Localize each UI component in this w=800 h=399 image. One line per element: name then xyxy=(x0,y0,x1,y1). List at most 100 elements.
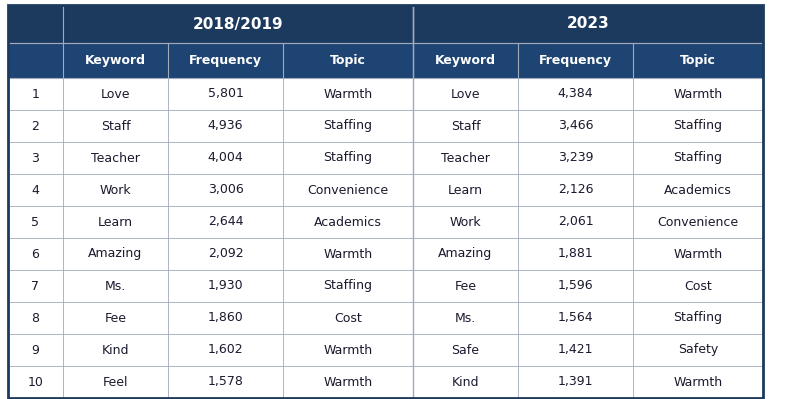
Text: Kind: Kind xyxy=(452,375,479,389)
Bar xyxy=(633,302,763,334)
Text: Staffing: Staffing xyxy=(323,280,373,292)
Text: 1: 1 xyxy=(31,87,39,101)
Bar xyxy=(8,334,63,366)
Bar xyxy=(63,142,168,174)
Bar xyxy=(63,5,413,43)
Bar xyxy=(63,366,168,398)
Text: 2023: 2023 xyxy=(566,16,610,32)
Text: 1,421: 1,421 xyxy=(558,344,594,356)
Bar xyxy=(63,174,168,206)
Bar xyxy=(8,238,63,270)
Text: 5,801: 5,801 xyxy=(207,87,243,101)
Bar xyxy=(413,110,518,142)
Bar xyxy=(63,302,168,334)
Bar xyxy=(413,334,518,366)
Bar xyxy=(633,142,763,174)
Bar xyxy=(283,366,413,398)
Text: Love: Love xyxy=(450,87,480,101)
Text: Warmth: Warmth xyxy=(674,87,722,101)
Text: Ms.: Ms. xyxy=(455,312,476,324)
Bar xyxy=(8,206,63,238)
Text: Safety: Safety xyxy=(678,344,718,356)
Bar xyxy=(518,43,633,78)
Text: 1,860: 1,860 xyxy=(208,312,243,324)
Text: Staff: Staff xyxy=(450,119,480,132)
Text: Warmth: Warmth xyxy=(323,247,373,261)
Bar xyxy=(168,334,283,366)
Bar xyxy=(518,78,633,110)
Text: Staffing: Staffing xyxy=(674,152,722,164)
Bar xyxy=(283,142,413,174)
Bar xyxy=(168,302,283,334)
Text: Teacher: Teacher xyxy=(441,152,490,164)
Bar xyxy=(518,270,633,302)
Bar xyxy=(413,78,518,110)
Bar xyxy=(8,142,63,174)
Text: Academics: Academics xyxy=(314,215,382,229)
Bar xyxy=(633,238,763,270)
Bar xyxy=(518,302,633,334)
Text: 4,384: 4,384 xyxy=(558,87,594,101)
Bar xyxy=(8,5,63,43)
Text: Learn: Learn xyxy=(98,215,133,229)
Text: Warmth: Warmth xyxy=(323,375,373,389)
Text: Topic: Topic xyxy=(680,54,716,67)
Text: Warmth: Warmth xyxy=(674,375,722,389)
Text: Keyword: Keyword xyxy=(85,54,146,67)
Bar xyxy=(168,206,283,238)
Bar xyxy=(518,366,633,398)
Text: 7: 7 xyxy=(31,280,39,292)
Bar xyxy=(8,110,63,142)
Bar xyxy=(633,366,763,398)
Bar xyxy=(283,78,413,110)
Text: 8: 8 xyxy=(31,312,39,324)
Bar xyxy=(168,174,283,206)
Text: Staffing: Staffing xyxy=(674,312,722,324)
Text: 1,930: 1,930 xyxy=(208,280,243,292)
Text: Cost: Cost xyxy=(684,280,712,292)
Text: Learn: Learn xyxy=(448,184,483,196)
Bar xyxy=(633,270,763,302)
Bar xyxy=(168,110,283,142)
Bar xyxy=(413,302,518,334)
Bar xyxy=(633,206,763,238)
Text: 1,391: 1,391 xyxy=(558,375,594,389)
Text: 2,061: 2,061 xyxy=(558,215,594,229)
Bar xyxy=(413,366,518,398)
Text: Keyword: Keyword xyxy=(435,54,496,67)
Text: 2: 2 xyxy=(31,119,39,132)
Text: 3,006: 3,006 xyxy=(208,184,243,196)
Bar xyxy=(168,270,283,302)
Bar xyxy=(283,334,413,366)
Bar xyxy=(518,110,633,142)
Bar xyxy=(413,5,763,43)
Bar xyxy=(633,78,763,110)
Bar xyxy=(63,43,168,78)
Bar xyxy=(518,238,633,270)
Bar xyxy=(413,174,518,206)
Bar xyxy=(168,366,283,398)
Text: Staffing: Staffing xyxy=(323,152,373,164)
Text: 5: 5 xyxy=(31,215,39,229)
Text: Teacher: Teacher xyxy=(91,152,140,164)
Bar xyxy=(283,206,413,238)
Text: 2,126: 2,126 xyxy=(558,184,594,196)
Text: Cost: Cost xyxy=(334,312,362,324)
Text: Fee: Fee xyxy=(105,312,126,324)
Text: 1,602: 1,602 xyxy=(208,344,243,356)
Text: Frequency: Frequency xyxy=(539,54,612,67)
Text: 4,936: 4,936 xyxy=(208,119,243,132)
Bar xyxy=(518,174,633,206)
Bar xyxy=(63,78,168,110)
Bar xyxy=(633,43,763,78)
Bar xyxy=(283,110,413,142)
Bar xyxy=(63,270,168,302)
Bar xyxy=(8,43,63,78)
Bar xyxy=(633,174,763,206)
Bar xyxy=(168,142,283,174)
Text: Academics: Academics xyxy=(664,184,732,196)
Text: Warmth: Warmth xyxy=(323,344,373,356)
Text: 3,239: 3,239 xyxy=(558,152,594,164)
Text: Warmth: Warmth xyxy=(323,87,373,101)
Bar xyxy=(63,206,168,238)
